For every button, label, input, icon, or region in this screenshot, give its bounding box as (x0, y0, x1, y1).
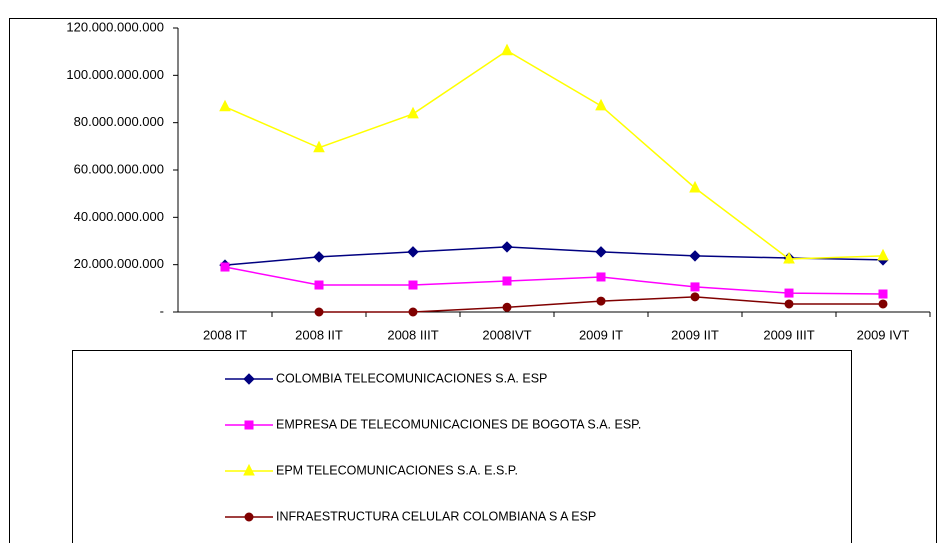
legend-box (72, 350, 852, 543)
legend-label: INFRAESTRUCTURA CELULAR COLOMBIANA S A E… (276, 509, 596, 523)
x-tick-label: 2008 IIT (295, 327, 343, 342)
marker (502, 302, 512, 312)
marker (784, 288, 794, 298)
marker (596, 296, 606, 306)
marker (596, 272, 606, 282)
legend-label: EMPRESA DE TELECOMUNICACIONES DE BOGOTA … (276, 417, 641, 431)
marker (407, 106, 419, 119)
series-line (224, 49, 884, 260)
x-tick-label: 2008 IT (203, 327, 247, 342)
marker (408, 307, 418, 317)
x-tick-label: 2009 IT (579, 327, 623, 342)
marker (690, 282, 700, 292)
marker (595, 98, 607, 111)
x-tick-label: 2009 IIIT (763, 327, 814, 342)
x-tick-label: 2009 IVT (857, 327, 910, 342)
marker (313, 140, 325, 153)
marker (878, 299, 888, 309)
y-tick-label: 80.000.000.000 (74, 114, 164, 129)
y-tick-label: 60.000.000.000 (74, 161, 164, 176)
x-tick-label: 2008 IIIT (387, 327, 438, 342)
marker (314, 280, 324, 290)
y-tick-label: 120.000.000.000 (66, 19, 164, 34)
y-tick-label: - (160, 303, 164, 318)
legend-label: EPM TELECOMUNICACIONES S.A. E.S.P. (276, 463, 518, 477)
marker (219, 99, 231, 112)
marker (689, 250, 701, 262)
x-tick-label: 2008IVT (482, 327, 531, 342)
marker (783, 251, 795, 264)
y-tick-label: 20.000.000.000 (74, 256, 164, 271)
marker (314, 307, 324, 317)
marker (407, 246, 419, 258)
marker (877, 248, 889, 261)
series-line (224, 266, 884, 295)
marker (243, 373, 255, 385)
series-line (224, 246, 884, 266)
marker (689, 180, 701, 193)
marker (878, 289, 888, 299)
marker (690, 292, 700, 302)
marker (501, 241, 513, 253)
marker (501, 43, 513, 56)
marker (502, 276, 512, 286)
marker (243, 463, 255, 476)
x-tick-label: 2009 IIT (671, 327, 719, 342)
marker (408, 280, 418, 290)
y-tick-label: 40.000.000.000 (74, 209, 164, 224)
marker (595, 246, 607, 258)
marker (244, 512, 254, 522)
y-tick-label: 100.000.000.000 (66, 67, 164, 82)
marker (313, 251, 325, 263)
marker (220, 262, 230, 272)
marker (244, 420, 254, 430)
marker (784, 299, 794, 309)
legend-label: COLOMBIA TELECOMUNICACIONES S.A. ESP (276, 371, 547, 385)
